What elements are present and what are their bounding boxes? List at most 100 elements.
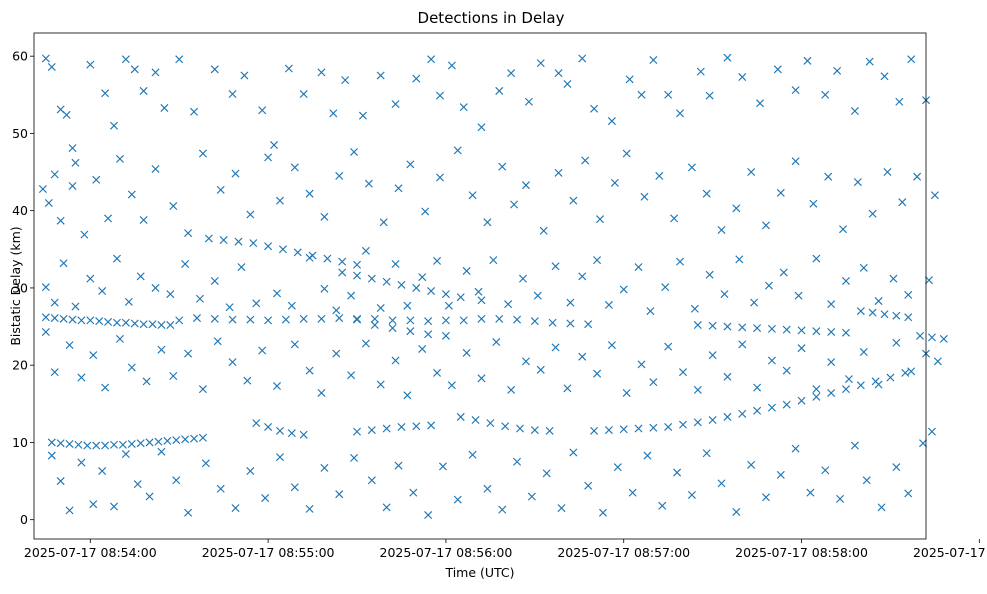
data-point bbox=[275, 453, 284, 462]
data-point bbox=[293, 248, 302, 257]
data-point bbox=[649, 56, 658, 65]
data-point bbox=[332, 349, 341, 358]
data-point bbox=[169, 371, 178, 381]
data-point bbox=[305, 253, 314, 262]
data-point bbox=[747, 168, 756, 177]
plot-background bbox=[34, 33, 926, 539]
data-point bbox=[231, 504, 240, 513]
data-point bbox=[190, 434, 199, 443]
y-tick-label: 60 bbox=[12, 49, 28, 64]
data-point bbox=[753, 406, 762, 415]
y-tick-label: 30 bbox=[12, 280, 28, 295]
data-point bbox=[447, 381, 456, 390]
data-point bbox=[317, 68, 326, 77]
data-point bbox=[693, 321, 702, 330]
data-point bbox=[59, 259, 68, 268]
data-point bbox=[797, 326, 806, 335]
data-point bbox=[216, 185, 225, 194]
data-point bbox=[821, 90, 830, 99]
data-point bbox=[98, 467, 107, 476]
data-point bbox=[670, 214, 679, 223]
data-point bbox=[406, 327, 415, 336]
data-point bbox=[791, 444, 800, 453]
data-point bbox=[892, 338, 901, 347]
data-point bbox=[77, 458, 86, 467]
data-point bbox=[290, 340, 299, 349]
data-point bbox=[717, 225, 726, 234]
data-point bbox=[569, 448, 578, 457]
data-point bbox=[874, 380, 883, 389]
data-point bbox=[427, 55, 436, 64]
data-point bbox=[687, 490, 696, 499]
data-point bbox=[361, 339, 370, 348]
data-point bbox=[275, 426, 284, 435]
data-point bbox=[50, 170, 59, 179]
data-point bbox=[406, 160, 415, 169]
data-point bbox=[329, 109, 338, 118]
x-tick-label: 2025-07-17 08:59:00 bbox=[913, 545, 987, 560]
data-point bbox=[637, 90, 646, 99]
data-point bbox=[287, 301, 296, 310]
data-point bbox=[590, 104, 599, 113]
data-point bbox=[859, 348, 868, 357]
data-point bbox=[92, 175, 101, 184]
data-point bbox=[192, 314, 201, 323]
data-point bbox=[62, 110, 71, 119]
data-point bbox=[924, 276, 933, 285]
data-point bbox=[272, 382, 282, 391]
data-point bbox=[477, 296, 486, 305]
x-tick-label: 2025-07-17 08:57:00 bbox=[557, 545, 690, 560]
data-point bbox=[50, 368, 59, 377]
chart-title: Detections in Delay bbox=[418, 9, 565, 27]
data-point bbox=[773, 65, 782, 74]
data-point bbox=[761, 221, 770, 230]
data-point bbox=[530, 426, 539, 435]
data-point bbox=[782, 325, 791, 334]
data-point bbox=[435, 173, 444, 182]
data-point bbox=[637, 360, 646, 369]
data-point bbox=[895, 97, 904, 106]
data-point bbox=[513, 457, 522, 466]
data-point bbox=[930, 191, 939, 200]
data-point bbox=[655, 171, 664, 180]
data-point bbox=[388, 324, 397, 333]
data-point bbox=[705, 270, 714, 279]
data-point bbox=[507, 385, 516, 394]
data-point bbox=[219, 236, 228, 245]
data-point bbox=[320, 212, 329, 221]
data-point bbox=[95, 317, 104, 326]
data-point bbox=[581, 156, 590, 165]
data-point bbox=[441, 331, 450, 340]
data-point bbox=[850, 441, 859, 450]
data-point bbox=[41, 283, 50, 292]
data-point bbox=[370, 314, 379, 323]
data-point bbox=[391, 259, 400, 268]
data-point bbox=[213, 337, 222, 346]
data-point bbox=[732, 204, 741, 213]
data-point bbox=[427, 287, 436, 296]
data-point bbox=[489, 256, 498, 265]
data-point bbox=[874, 297, 883, 306]
y-tick-label: 40 bbox=[12, 203, 28, 218]
series-group bbox=[47, 368, 910, 450]
data-point bbox=[797, 344, 806, 353]
data-point bbox=[622, 388, 631, 398]
data-point bbox=[358, 111, 367, 120]
data-point bbox=[89, 500, 98, 509]
data-point bbox=[927, 427, 936, 436]
data-point bbox=[305, 366, 314, 375]
data-point bbox=[246, 210, 255, 219]
data-point bbox=[468, 450, 477, 459]
data-point bbox=[462, 266, 471, 275]
data-point bbox=[498, 505, 507, 514]
data-point bbox=[856, 307, 865, 316]
data-point bbox=[350, 147, 359, 156]
data-point bbox=[50, 298, 59, 307]
data-point bbox=[438, 462, 447, 471]
data-point bbox=[441, 290, 450, 299]
data-point bbox=[406, 316, 415, 325]
data-point bbox=[696, 67, 705, 76]
data-point bbox=[492, 338, 501, 347]
data-point bbox=[904, 290, 913, 299]
data-point bbox=[418, 344, 427, 353]
